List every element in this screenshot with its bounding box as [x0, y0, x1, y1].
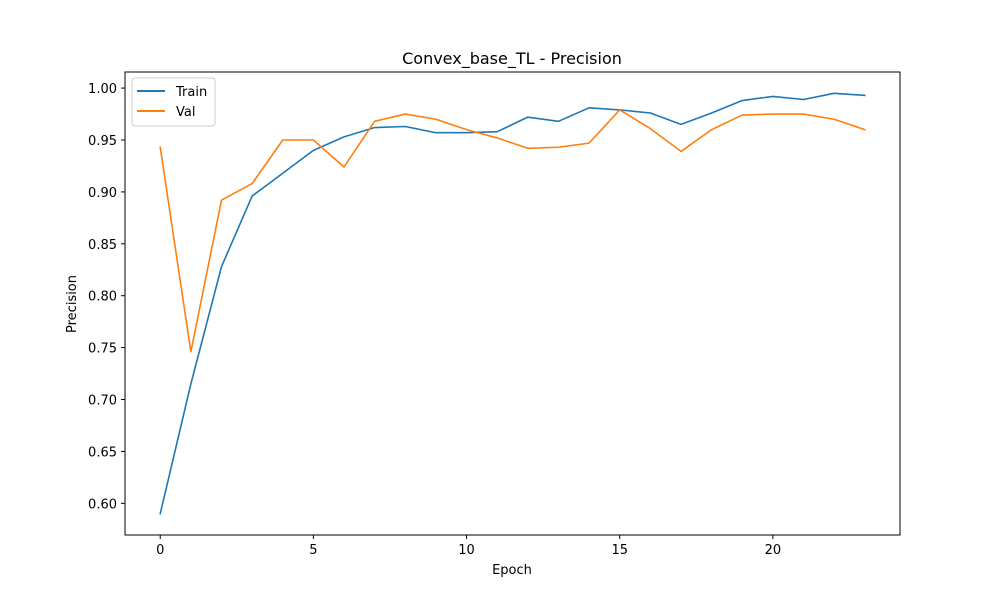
y-axis-title: Precision [65, 275, 80, 333]
series-lines [159, 92, 866, 515]
chart-title: Convex_base_TL - Precision [402, 49, 622, 69]
y-tick-label: 0.85 [88, 238, 117, 253]
y-tick-label: 0.65 [88, 445, 117, 460]
x-tick-label: 10 [458, 543, 475, 558]
y-tick-label: 0.60 [88, 497, 117, 512]
x-tick-label: 0 [156, 543, 164, 558]
legend: Train Val [131, 77, 216, 127]
y-tick-label: 0.90 [88, 186, 117, 201]
y-tick-label: 0.75 [88, 342, 117, 357]
x-tick-label: 5 [309, 543, 317, 558]
axis-ticks: 0 5 10 15 20 0.60 0.65 0.70 0.75 0.80 0.85 0.90 0.95… [88, 82, 781, 558]
series-line-val [159, 109, 866, 353]
y-tick-label: 0.95 [88, 134, 117, 149]
y-tick-label: 0.80 [88, 290, 117, 305]
x-tick-label: 15 [611, 543, 628, 558]
legend-label-val: Val [176, 105, 195, 120]
plot-frame [124, 71, 901, 536]
x-axis-title: Epoch [492, 563, 532, 578]
y-tick-label: 0.70 [88, 394, 117, 409]
x-tick-label: 20 [765, 543, 782, 558]
y-tick-label: 1.00 [88, 82, 117, 97]
series-line-train [159, 92, 866, 515]
legend-label-train: Train [175, 85, 207, 100]
